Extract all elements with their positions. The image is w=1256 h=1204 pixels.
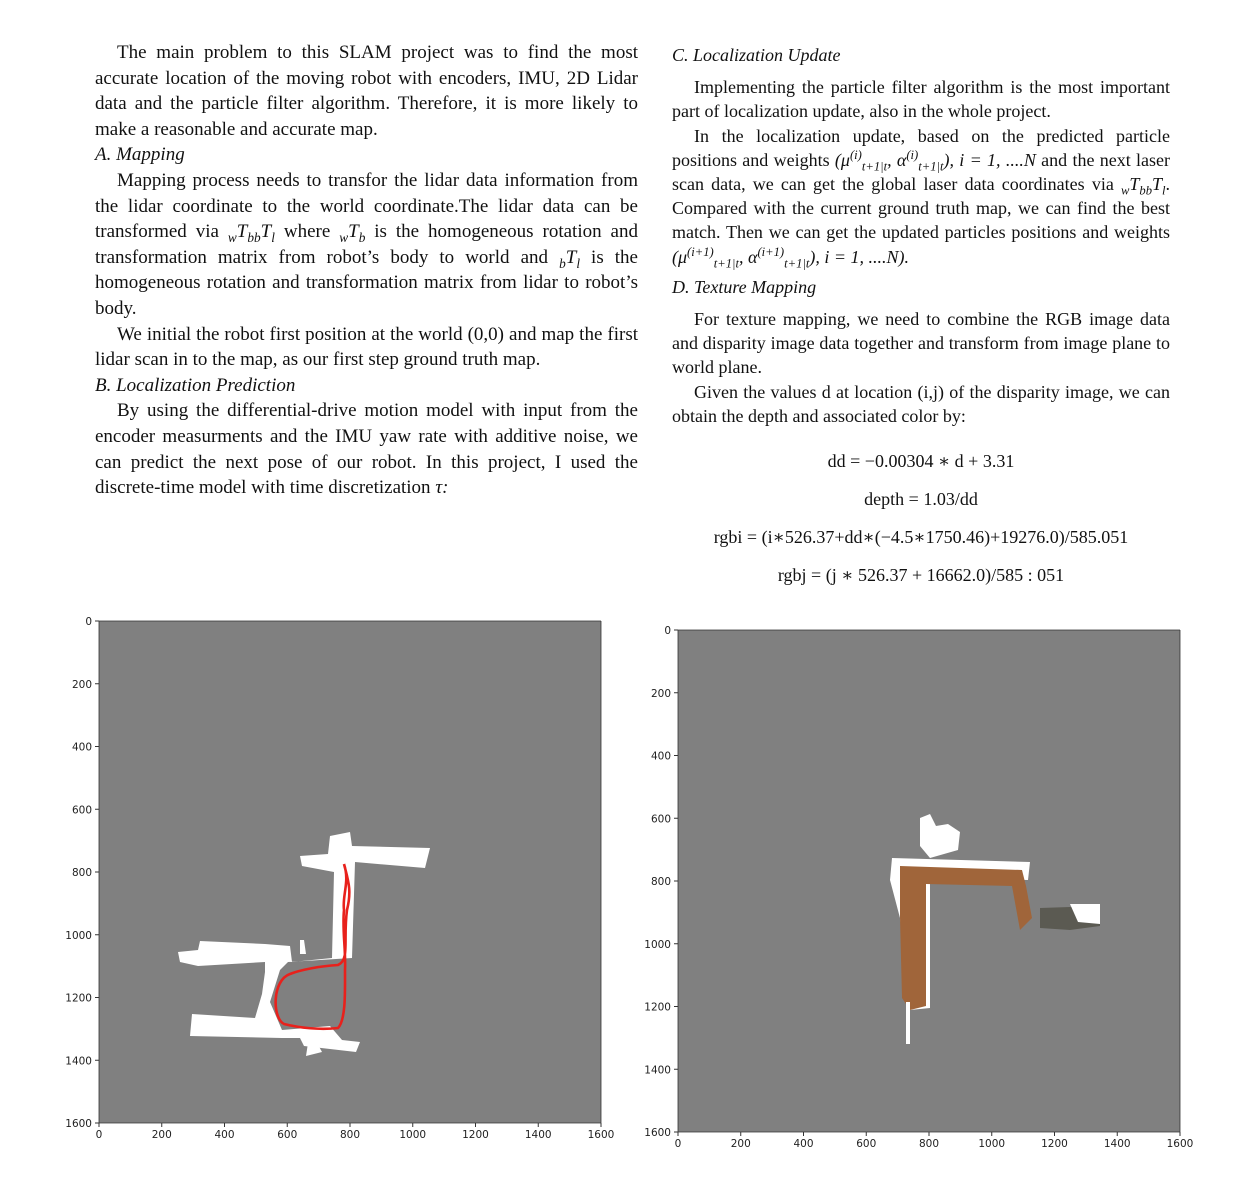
free-space-main [178,832,430,1052]
y-tick-label: 1200 [65,993,92,1005]
y-tick-label: 0 [664,625,671,637]
x-tick-label: 800 [919,1138,939,1150]
right-column: C. Localization Update Implementing the … [672,40,1170,594]
section-b-title: B. Localization Prediction [95,374,296,396]
x-tick-label: 200 [152,1129,172,1141]
texture-wood-path [900,866,1032,1010]
right-map-svg: 0 200 400 600 800 1000 1200 1400 1600 0 200 400 600 8… [644,625,1193,1150]
x-tick-label: 600 [856,1138,876,1150]
section-b-paragraph: By using the differential-drive motion m… [95,398,638,500]
right-plot-ticks: 0 200 400 600 800 1000 1200 1400 1600 0 200 400 600 8… [644,625,1193,1150]
x-tick-label: 1000 [399,1129,426,1141]
robot-trajectory [274,863,351,1031]
section-a-text-3: is the homogeneous rotation and transfor… [95,221,638,268]
x-tick-label: 800 [340,1129,360,1141]
math-btl: bTl [559,246,581,271]
equation-rgbi: rgbi = (i∗526.37+dd∗(−4.5∗1750.46)+19276… [713,527,1129,548]
equation-dd: dd = −0.00304 ∗ d + 3.31 [827,451,1015,472]
intro-paragraph: The main problem to this SLAM project wa… [95,42,638,140]
y-tick-label: 1600 [644,1127,671,1139]
equation-block: dd = −0.00304 ∗ d + 3.31 depth = 1.03/dd… [672,442,1170,594]
y-tick-label: 1000 [644,939,671,951]
x-tick-label: 600 [277,1129,297,1141]
x-tick-label: 400 [214,1129,234,1141]
left-column: The main problem to this SLAM project wa… [95,40,638,501]
x-tick-label: 1400 [525,1129,552,1141]
y-tick-label: 1600 [65,1118,92,1130]
left-map-svg: 0 200 400 600 800 1000 1200 1400 1600 0 200 400 600 8… [65,616,614,1141]
right-map-figure: 0 200 400 600 800 1000 1200 1400 1600 0 200 400 600 8… [630,618,1256,1158]
texture-white-patch [1070,904,1100,924]
section-a-text-2: where [274,221,340,243]
y-tick-label: 400 [72,742,92,754]
y-tick-label: 0 [85,616,92,628]
y-tick-label: 400 [651,751,671,763]
y-tick-label: 200 [72,679,92,691]
section-c-text-2: and the next laser scan data, we can get… [672,149,1171,195]
x-tick-label: 1200 [1041,1138,1068,1150]
x-tick-label: 1000 [978,1138,1005,1150]
y-tick-label: 800 [72,867,92,879]
section-a-text-4: is the homogeneous rotation and transfor… [95,246,638,319]
free-space-spike [300,940,306,954]
texture-free-space [890,814,1100,1044]
x-tick-label: 1600 [1167,1138,1194,1150]
left-plot-ticks: 0 200 400 600 800 1000 1200 1400 1600 0 200 400 600 8… [65,616,614,1141]
x-tick-label: 400 [793,1138,813,1150]
y-tick-label: 600 [72,804,92,816]
y-tick-label: 1400 [644,1064,671,1076]
y-tick-label: 800 [651,876,671,888]
texture-tail [906,1002,910,1044]
x-tick-label: 0 [675,1138,682,1150]
math-particles-t1: (μ(i+1)t+1|t, α(i+1)t+1|t), i = 1, ....N… [672,244,910,271]
equation-rgbj: rgbj = (j ∗ 526.37 + 16662.0)/585 : 051 [777,565,1065,586]
section-c-text-3: . Compared with the current ground truth… [672,174,1170,243]
section-a-paragraph-2: We initial the robot first position at t… [95,323,638,371]
section-c-title: C. Localization Update [672,45,841,65]
texture-white-cluster [920,814,960,858]
y-tick-label: 200 [651,688,671,700]
math-wtb: wTb [339,221,366,245]
y-tick-label: 1400 [65,1055,92,1067]
math-wtbbtl-2: wTbbTl [1120,174,1166,198]
math-wtbbtl: wTbbTl [227,221,275,245]
section-a-title: A. Mapping [95,144,185,166]
section-d-title: D. Texture Mapping [672,276,817,297]
section-d-paragraph-1: For texture mapping, we need to combine … [672,309,1170,378]
x-tick-label: 1400 [1104,1138,1131,1150]
x-tick-label: 200 [731,1138,751,1150]
x-tick-label: 1200 [462,1129,489,1141]
x-tick-label: 0 [96,1129,103,1141]
section-b-text: By using the differential-drive motion m… [95,400,638,499]
y-tick-label: 1200 [644,1002,671,1014]
section-c-paragraph-2: In the localization update, based on the… [672,124,1171,271]
section-a-text-1: Mapping process needs to transfor the li… [95,169,638,243]
math-tau: τ: [435,477,449,499]
free-space-fan [306,1030,322,1056]
left-map-figure: 0 200 400 600 800 1000 1200 1400 1600 0 200 400 600 8… [0,610,630,1150]
y-tick-label: 1000 [65,930,92,942]
section-c-paragraph-1: Implementing the particle filter algorit… [672,77,1170,122]
y-tick-label: 600 [651,813,671,825]
section-c-text-1: In the localization update, based on the… [672,125,1170,170]
section-a-paragraph-1: Mapping process needs to transfor the li… [95,168,638,322]
section-d-paragraph-2: Given the values d at location (i,j) of … [672,381,1170,426]
x-tick-label: 1600 [588,1129,615,1141]
free-space-map [178,832,430,1056]
math-particles-t: (μ(i)t+1|t, α(i)t+1|t), i = 1, ....N [834,147,1036,174]
equation-depth: depth = 1.03/dd [864,489,978,510]
free-space-hole [285,980,335,1024]
